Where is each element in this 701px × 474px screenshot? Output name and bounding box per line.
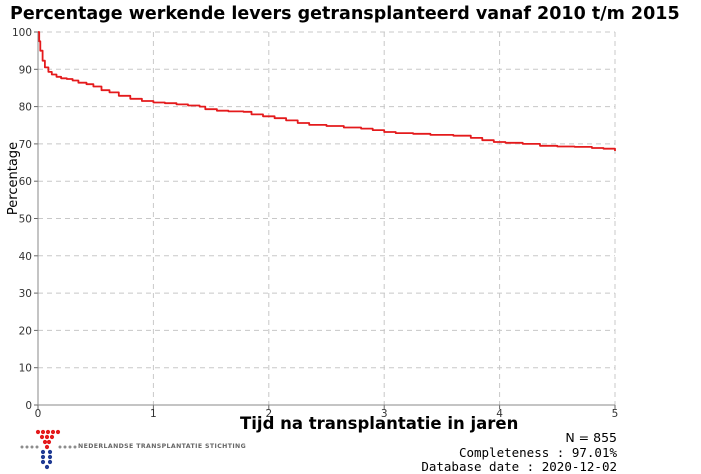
survival-line bbox=[38, 31, 616, 151]
logo-dot bbox=[42, 439, 48, 445]
y-tick-label: 20 bbox=[19, 325, 32, 337]
x-tick-label: 3 bbox=[381, 408, 388, 420]
logo-dot bbox=[35, 429, 41, 435]
logo-dot bbox=[49, 434, 55, 440]
x-axis-label: Tijd na transplantatie in jaren bbox=[240, 414, 519, 433]
series-layer bbox=[38, 31, 616, 151]
logo-dot bbox=[68, 445, 72, 449]
y-tick-label: 90 bbox=[19, 64, 32, 76]
logo-dot bbox=[30, 445, 34, 449]
logo-dot bbox=[58, 445, 62, 449]
y-tick-label: 30 bbox=[19, 288, 32, 300]
y-tick-label: 80 bbox=[19, 102, 32, 114]
logo-dot bbox=[39, 434, 45, 440]
y-tick-label: 50 bbox=[19, 214, 32, 226]
database-date: Database date : 2020-12-02 bbox=[421, 459, 617, 474]
y-tick-label: 100 bbox=[12, 27, 32, 39]
logo-dot bbox=[40, 429, 46, 435]
logo-dot bbox=[63, 445, 67, 449]
y-tick-label: 10 bbox=[19, 363, 32, 375]
logo-dot bbox=[47, 454, 53, 460]
logo-dot bbox=[50, 429, 56, 435]
logo-dot bbox=[47, 459, 53, 465]
logo-dot bbox=[73, 445, 77, 449]
logo-dot bbox=[47, 449, 53, 455]
x-tick-label: 0 bbox=[35, 408, 42, 420]
sample-size: N = 855 bbox=[565, 430, 617, 445]
nts-logo bbox=[20, 429, 77, 470]
y-axis-label: Percentage bbox=[6, 141, 22, 216]
grid-lines bbox=[38, 31, 616, 405]
logo-dot bbox=[40, 454, 46, 460]
logo-dot bbox=[46, 439, 52, 445]
logo-text: NEDERLANDSE TRANSPLANTATIE STICHTING bbox=[78, 443, 247, 450]
x-tick-label: 1 bbox=[150, 408, 157, 420]
logo-dot bbox=[44, 444, 50, 450]
y-tick-label: 70 bbox=[19, 139, 32, 151]
axes bbox=[34, 31, 616, 409]
completeness: Completeness : 97.01% bbox=[458, 445, 617, 460]
y-tick-label: 0 bbox=[25, 400, 32, 412]
logo-dot bbox=[20, 445, 24, 449]
x-tick-label: 5 bbox=[612, 408, 619, 420]
logo-dot bbox=[35, 445, 39, 449]
logo-dot bbox=[40, 449, 46, 455]
logo-dot bbox=[55, 429, 61, 435]
tick-labels: 0 10 20 30 40 50 60 70 80 90 100 0 1 2 3 4 5 bbox=[12, 27, 618, 420]
x-tick-label: 2 bbox=[265, 408, 272, 420]
logo-dot bbox=[25, 445, 29, 449]
y-tick-label: 40 bbox=[19, 251, 32, 263]
logo-dot bbox=[45, 429, 51, 435]
logo-dot bbox=[44, 464, 50, 470]
x-tick-label: 4 bbox=[496, 408, 503, 420]
logo-dot bbox=[40, 459, 46, 465]
chart-title: Percentage werkende levers getransplante… bbox=[10, 4, 680, 24]
y-tick-label: 60 bbox=[19, 176, 32, 188]
logo-dot bbox=[44, 434, 50, 440]
